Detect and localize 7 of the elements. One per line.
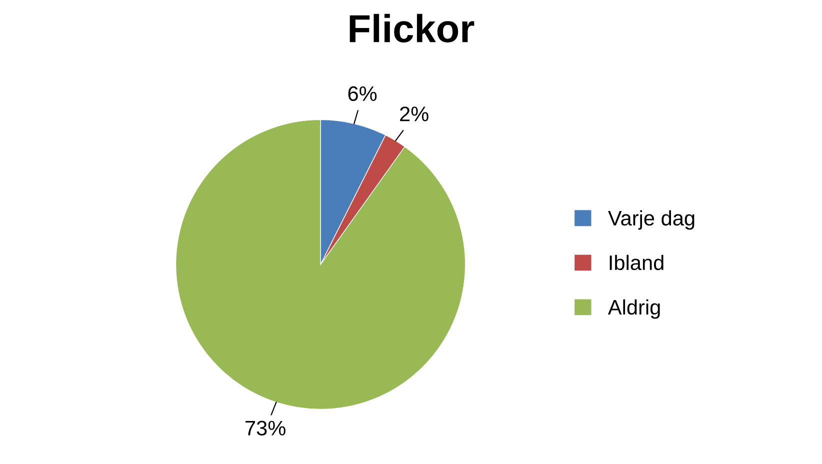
data-label: 73% bbox=[246, 420, 286, 436]
data-label: 6% bbox=[348, 86, 377, 102]
legend-label: Ibland bbox=[610, 254, 664, 270]
data-label: 2% bbox=[400, 106, 428, 122]
chart-title: Flickor bbox=[350, 14, 474, 42]
legend-label: Varje dag bbox=[608, 210, 694, 230]
legend-label: Aldrig bbox=[608, 299, 660, 319]
